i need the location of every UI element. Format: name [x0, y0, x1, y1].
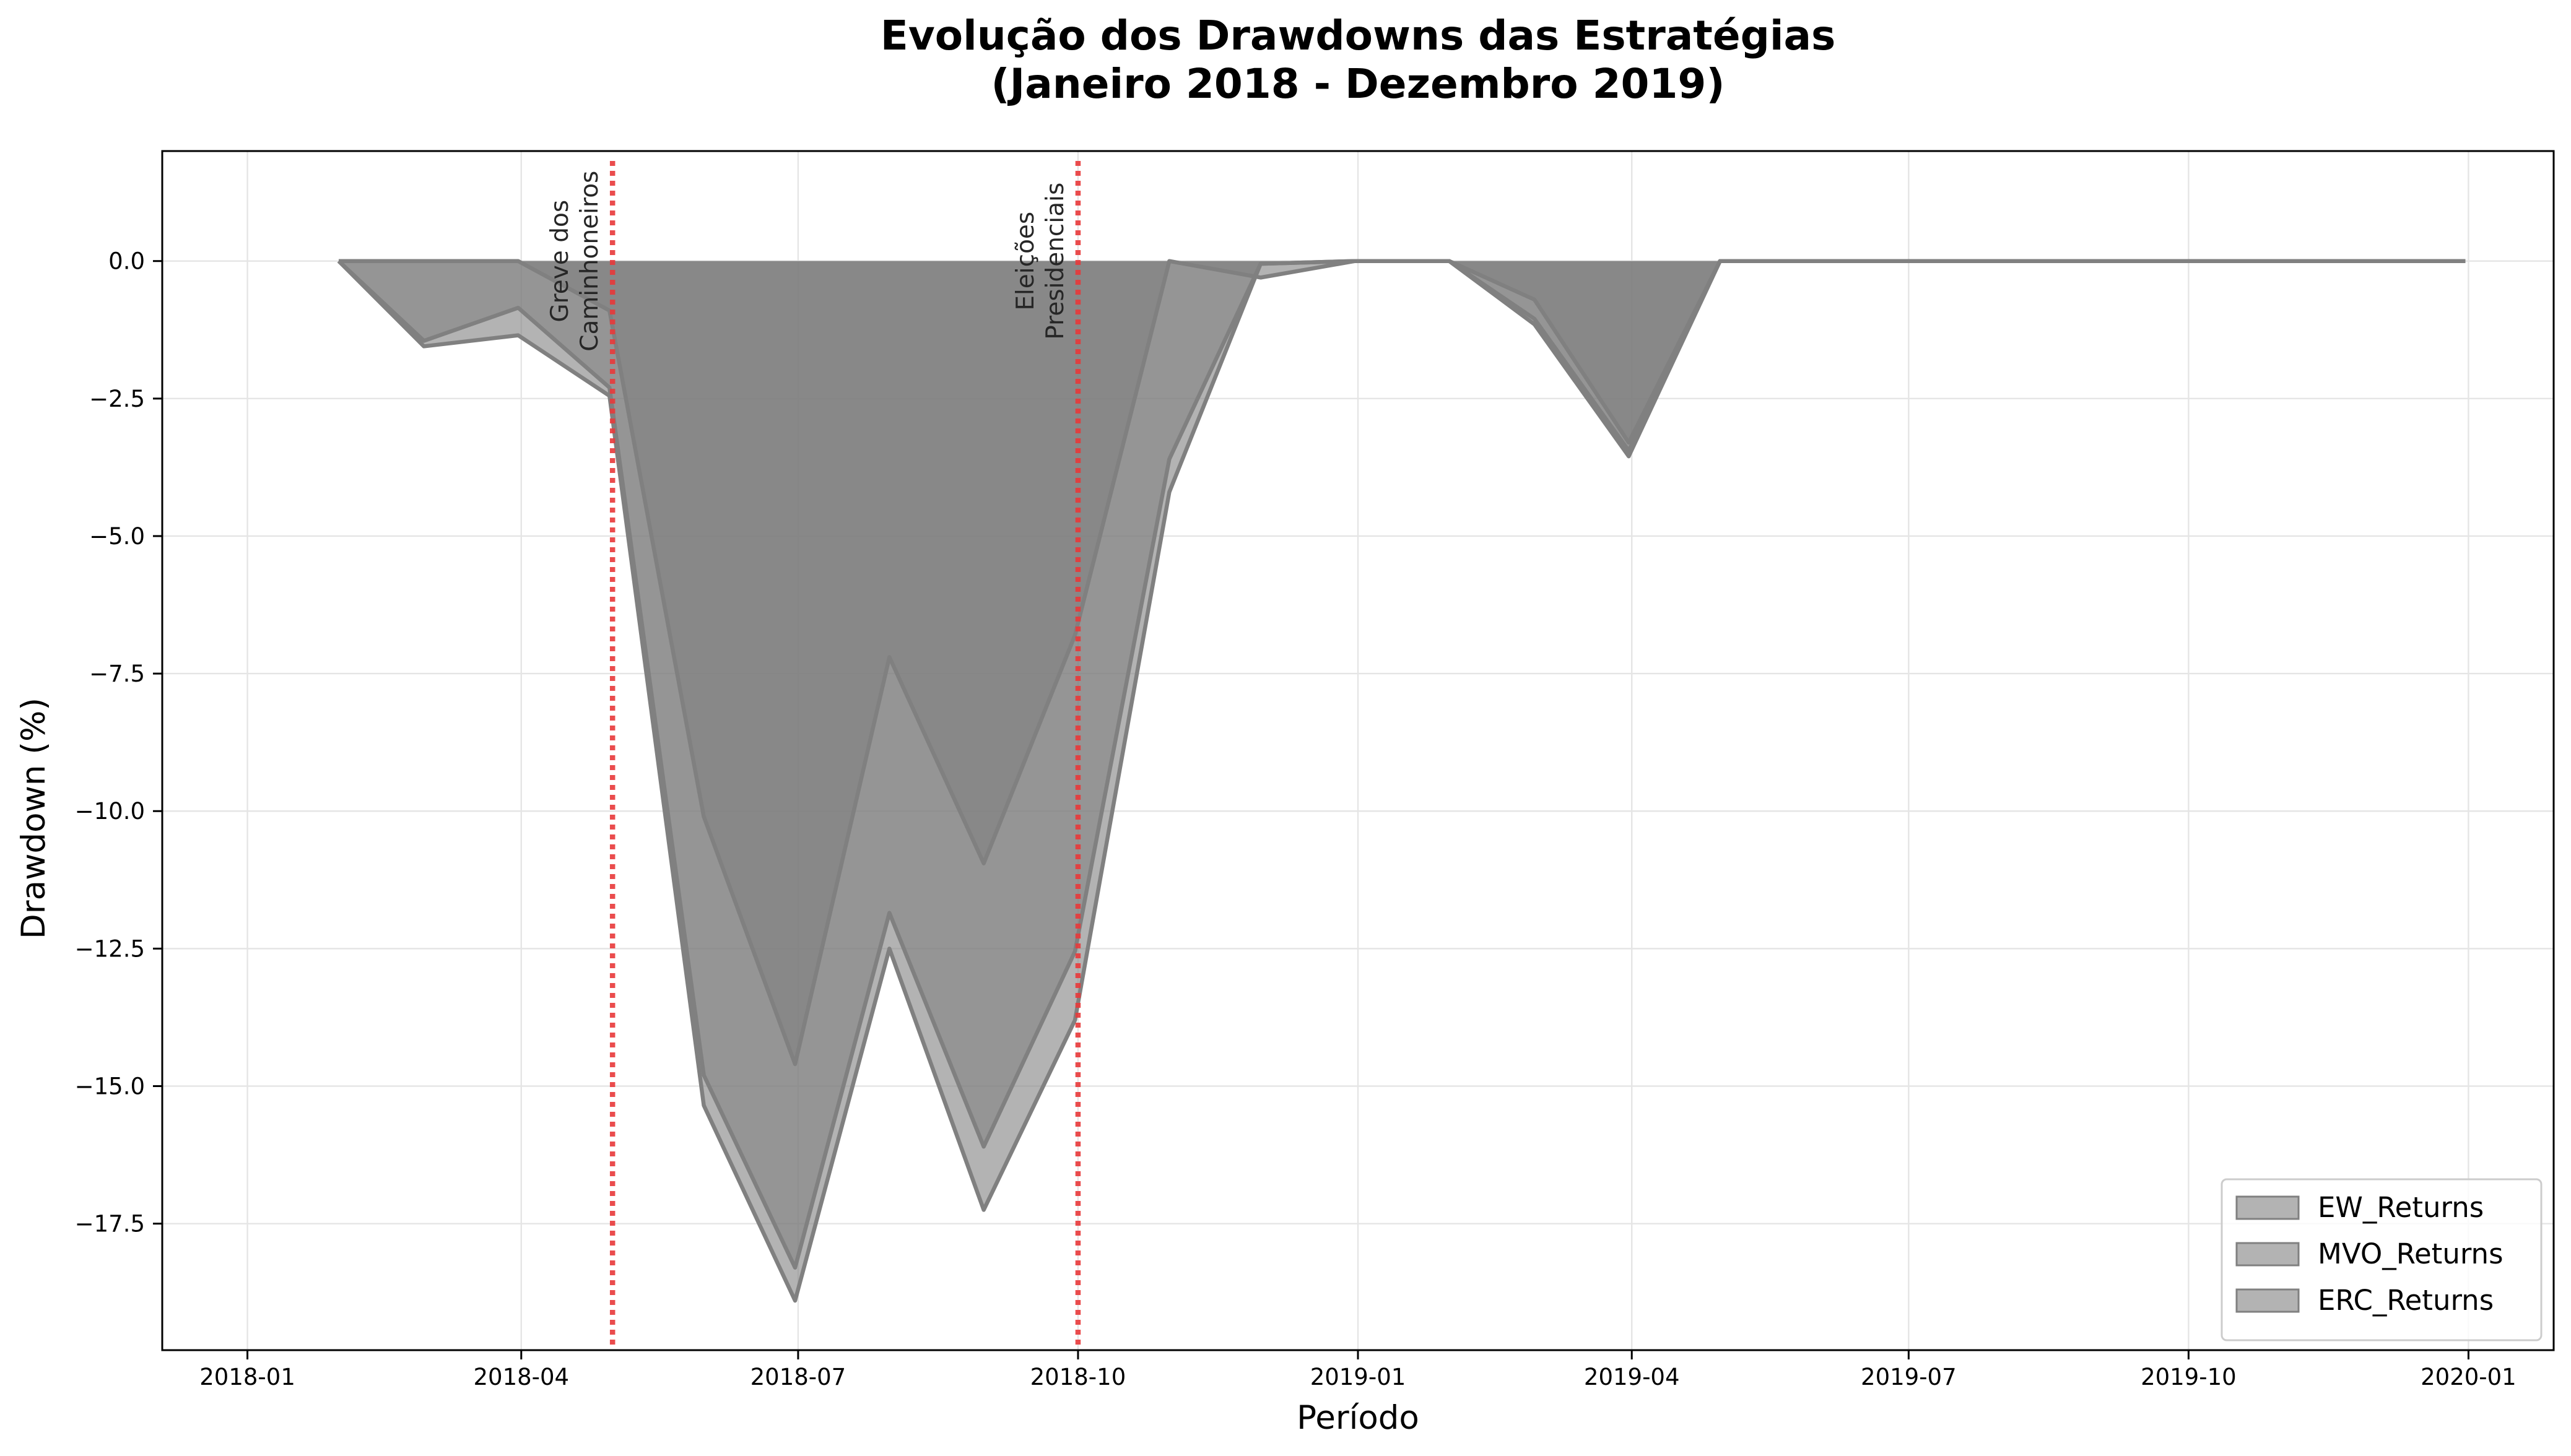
chart-title: Evolução dos Drawdowns das Estratégias — [881, 12, 1836, 59]
legend-swatch — [2235, 1195, 2300, 1220]
line-ERC_Returns — [338, 259, 2466, 1067]
area-ERC_Returns — [338, 261, 2466, 1064]
axes: 2018-01 2018-04 2018-07 2018-10 2019-01 2019-… — [75, 150, 2555, 1390]
x-tick-label: 2019-10 — [2141, 1364, 2237, 1390]
y-tick-label: −17.5 — [75, 1211, 145, 1237]
x-tick-label: 2018-07 — [750, 1364, 846, 1390]
legend-entry: MVO_Returns — [2318, 1237, 2504, 1270]
legend-box — [2221, 1178, 2543, 1341]
legend-swatch — [2235, 1288, 2300, 1313]
x-tick-label: 2018-04 — [473, 1364, 569, 1390]
chart-subtitle: (Janeiro 2018 - Dezembro 2019) — [991, 60, 1725, 108]
x-tick-label: 2020-01 — [2421, 1364, 2517, 1390]
event-markers: Greve dos Caminhoneiros Eleições Presidenci… — [546, 161, 1081, 1350]
x-tick-label: 2019-01 — [1310, 1364, 1406, 1390]
legend-swatch — [2235, 1242, 2300, 1267]
y-axis-label: Drawdown (%) — [15, 698, 53, 939]
x-tick-label: 2018-10 — [1030, 1364, 1126, 1390]
x-tick-label: 2018-01 — [199, 1364, 295, 1390]
drawdown-areas — [337, 259, 2466, 1303]
legend: EW_Returns MVO_Returns ERC_Returns — [2221, 1178, 2543, 1341]
y-tick-label: −7.5 — [89, 661, 145, 687]
x-tick-label: 2019-04 — [1584, 1364, 1680, 1390]
event-label: Caminhoneiros — [576, 171, 604, 352]
event-label: Greve dos — [546, 200, 574, 323]
x-axis-label: Período — [1297, 1399, 1419, 1437]
event-label: Eleições — [1012, 212, 1040, 311]
legend-entry: ERC_Returns — [2318, 1284, 2494, 1317]
y-tick-label: 0.0 — [108, 248, 145, 275]
y-tick-label: −10.0 — [75, 798, 145, 825]
y-tick-label: −12.5 — [75, 935, 145, 962]
legend-entry: EW_Returns — [2318, 1191, 2484, 1224]
y-tick-label: −2.5 — [89, 386, 145, 412]
event-label: Presidenciais — [1042, 183, 1069, 340]
y-tick-label: −15.0 — [75, 1073, 145, 1100]
y-tick-label: −5.0 — [89, 523, 145, 550]
x-tick-label: 2019-07 — [1861, 1364, 1957, 1390]
